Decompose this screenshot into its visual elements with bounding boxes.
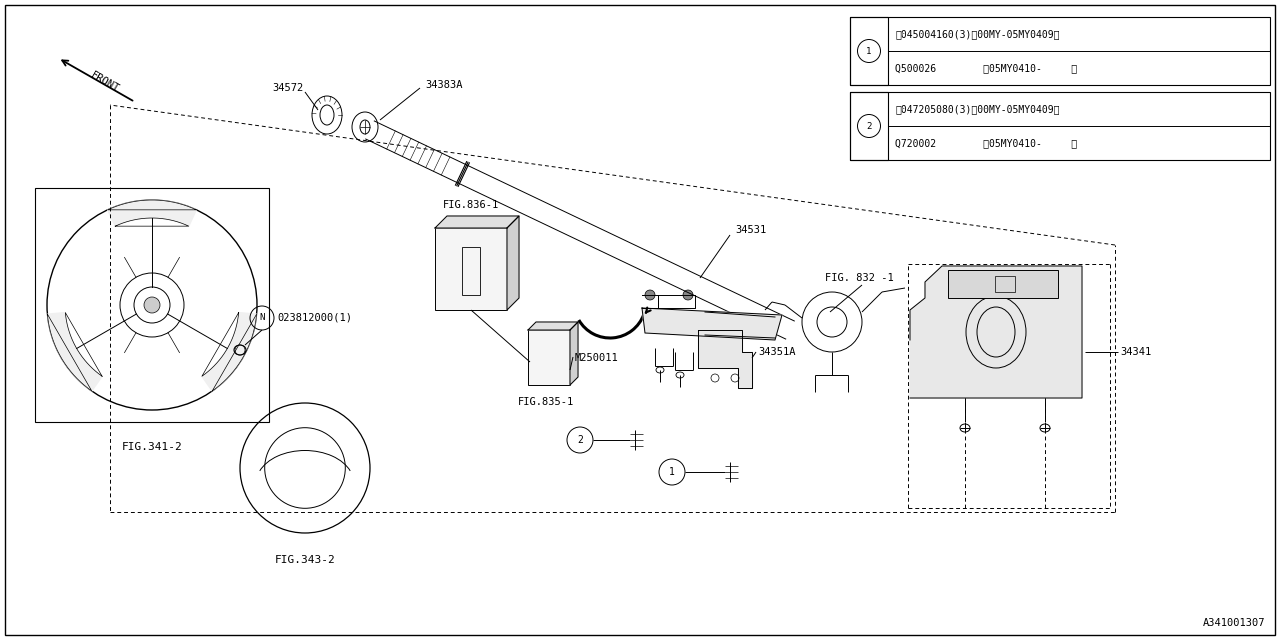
Circle shape bbox=[145, 297, 160, 313]
Text: Ⓢ045004160(3)　00MY-05MY0409、: Ⓢ045004160(3) 00MY-05MY0409、 bbox=[895, 29, 1060, 39]
Text: 34572: 34572 bbox=[273, 83, 303, 93]
Text: N: N bbox=[260, 314, 265, 323]
Text: FIG.836-1: FIG.836-1 bbox=[443, 200, 499, 210]
Text: FIG.835-1: FIG.835-1 bbox=[518, 397, 575, 407]
Text: 2: 2 bbox=[867, 122, 872, 131]
Text: A341001307: A341001307 bbox=[1202, 618, 1265, 628]
Bar bbox=[850, 17, 1270, 85]
Bar bbox=[35, 188, 269, 422]
Text: 1: 1 bbox=[867, 47, 872, 56]
Circle shape bbox=[684, 290, 692, 300]
Circle shape bbox=[645, 290, 655, 300]
Polygon shape bbox=[435, 216, 518, 228]
Polygon shape bbox=[529, 322, 579, 330]
Text: M250011: M250011 bbox=[575, 353, 618, 363]
Bar bbox=[462, 247, 480, 295]
Text: 1: 1 bbox=[669, 467, 675, 477]
Polygon shape bbox=[108, 200, 196, 226]
Text: 34383A: 34383A bbox=[425, 80, 462, 90]
Polygon shape bbox=[47, 312, 102, 391]
Text: 34341: 34341 bbox=[1120, 347, 1151, 357]
Text: Q720002        　05MY0410-     、: Q720002 05MY0410- 、 bbox=[895, 138, 1078, 148]
Text: Q500026        　05MY0410-     、: Q500026 05MY0410- 、 bbox=[895, 63, 1078, 73]
Text: 2: 2 bbox=[577, 435, 582, 445]
Text: Ⓢ047205080(3)　00MY-05MY0409、: Ⓢ047205080(3) 00MY-05MY0409、 bbox=[895, 104, 1060, 114]
Polygon shape bbox=[202, 312, 256, 391]
Bar bbox=[995, 276, 1015, 292]
Text: FIG.341-2: FIG.341-2 bbox=[122, 442, 182, 452]
Bar bbox=[948, 270, 1059, 298]
Polygon shape bbox=[698, 330, 753, 388]
Bar bbox=[850, 92, 1270, 160]
Text: 34351A: 34351A bbox=[758, 347, 795, 357]
Polygon shape bbox=[643, 308, 782, 340]
Polygon shape bbox=[910, 266, 1082, 398]
Text: FRONT: FRONT bbox=[90, 70, 122, 94]
Text: FIG. 832 -1: FIG. 832 -1 bbox=[826, 273, 893, 283]
Polygon shape bbox=[507, 216, 518, 310]
Bar bbox=[850, 92, 888, 160]
Text: 023812000(1): 023812000(1) bbox=[276, 313, 352, 323]
Bar bbox=[529, 330, 570, 385]
Text: 34531: 34531 bbox=[735, 225, 767, 235]
Bar bbox=[850, 17, 888, 85]
Bar bbox=[435, 228, 507, 310]
Text: FIG.343-2: FIG.343-2 bbox=[275, 555, 335, 565]
Polygon shape bbox=[570, 322, 579, 385]
